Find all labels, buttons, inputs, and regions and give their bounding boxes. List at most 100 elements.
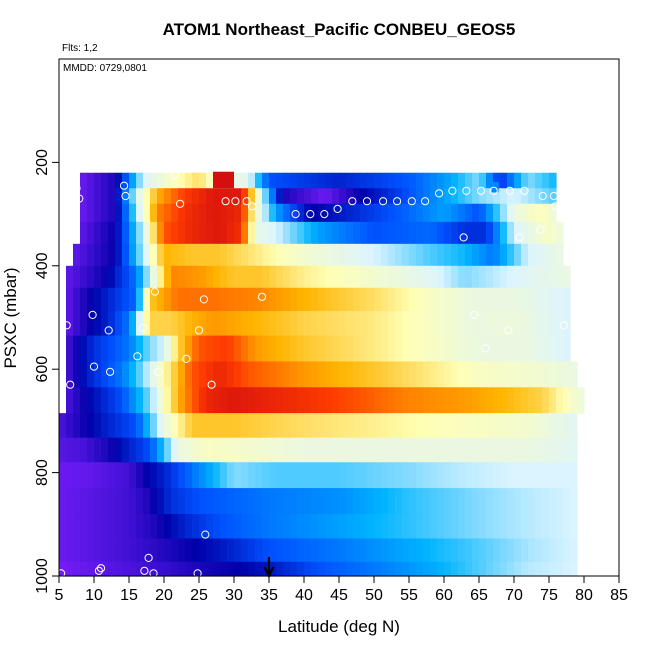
heatmap-cell [381,513,389,540]
heatmap-cell [332,221,340,245]
observation-point [149,569,158,578]
heatmap-cell [528,561,536,577]
heatmap-cell [353,335,361,363]
heatmap-cell [115,437,123,463]
heatmap-cell [206,488,214,515]
heatmap-cell [164,488,172,515]
heatmap-cell [367,172,375,189]
observation-point [538,191,547,201]
heatmap-cell [234,488,242,515]
heatmap-cell [423,462,431,489]
heatmap-cell [122,203,130,223]
x-tick-label: 20 [155,587,173,604]
heatmap-cell [444,361,452,388]
heatmap-cell [122,488,130,515]
heatmap-cell [269,265,277,289]
heatmap-cell [304,538,312,563]
observation-point [66,380,75,389]
heatmap-cell [192,172,200,189]
heatmap-cell [255,287,263,312]
heatmap-cell [234,287,242,312]
heatmap-cell [73,437,81,463]
heatmap-cell [290,203,298,223]
heatmap-cell [234,437,242,463]
heatmap-cell [94,203,102,223]
heatmap-cell [367,361,375,388]
heatmap-cell [255,488,263,515]
heatmap-cell [486,561,494,577]
heatmap-cell [157,387,165,414]
heatmap-cell [374,335,382,363]
heatmap-cell [150,462,158,489]
heatmap-cell [213,387,221,414]
heatmap-cell [262,203,270,223]
heatmap-cell [157,561,165,577]
heatmap-cell [437,538,445,563]
heatmap-cell [248,538,256,563]
heatmap-cell [465,172,473,189]
heatmap-cell [339,335,347,363]
heatmap-cell [122,335,130,363]
heatmap-cell [367,311,375,337]
heatmap-cell [570,561,578,577]
heatmap-cell [115,538,123,563]
heatmap-cell [395,387,403,414]
heatmap-cell [269,287,277,312]
heatmap-cell [185,311,193,337]
heatmap-cell [283,387,291,414]
heatmap-cell [381,188,389,205]
heatmap-cell [227,488,235,515]
heatmap-cell [136,243,144,267]
heatmap-cell [241,311,249,337]
heatmap-cell [213,311,221,337]
heatmap-cell [311,437,319,463]
heatmap-cell [185,387,193,414]
heatmap-cell [395,488,403,515]
heatmap-cell [143,265,151,289]
heatmap-cell [325,361,333,388]
heatmap-cell [73,335,81,363]
heatmap-cell [150,561,158,577]
heatmap-cell [101,203,109,223]
heatmap-cell [143,243,151,267]
heatmap-cell [171,513,179,540]
heatmap-cell [185,561,193,577]
heatmap-cell [339,188,347,205]
x-tick-label: 35 [260,587,278,604]
heatmap-cell [451,513,459,540]
heatmap-cell [395,361,403,388]
heatmap-cell [437,387,445,414]
heatmap-cell [80,311,88,337]
heatmap-cell [563,387,571,414]
heatmap-cell [220,488,228,515]
observation-point [421,197,430,206]
heatmap-cell [248,513,256,540]
heatmap-cell [248,361,256,388]
heatmap-cell [528,413,536,439]
heatmap-cell [108,188,116,205]
heatmap-cell [150,172,158,189]
heatmap-cell [423,172,431,189]
heatmap-cell [185,221,193,245]
heatmap-cell [346,437,354,463]
heatmap-cell [374,462,382,489]
heatmap-cell [332,437,340,463]
dates-note: MMDD: 0729,0801 [63,63,147,74]
heatmap-cell [409,243,417,267]
heatmap-cell [465,188,473,205]
heatmap-cell [101,538,109,563]
heatmap-cell [206,203,214,223]
heatmap-cell [423,287,431,312]
heatmap-cell [290,462,298,489]
heatmap-cell [339,265,347,289]
heatmap-cell [199,221,207,245]
heatmap-cell [451,387,459,414]
heatmap-cell [66,335,74,363]
observation-point [75,194,84,203]
heatmap-cell [248,188,256,205]
heatmap-cell [206,172,214,189]
heatmap-cell [451,561,459,577]
heatmap-cell [129,221,137,245]
heatmap-cell [353,265,361,289]
observation-point [407,197,416,206]
